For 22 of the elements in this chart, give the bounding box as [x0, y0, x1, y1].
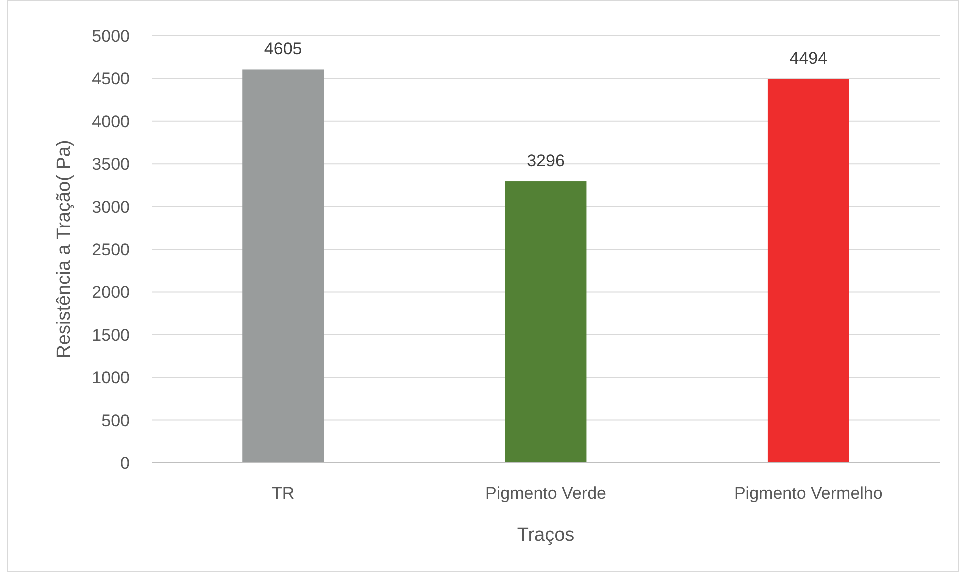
y-tick-label: 2000	[92, 283, 130, 302]
x-tick-label: Pigmento Verde	[486, 484, 606, 503]
y-tick-label: 2500	[92, 240, 130, 260]
y-tick-label: 4000	[92, 112, 130, 132]
x-axis-title: Traços	[517, 525, 575, 546]
y-tick-label: 4500	[92, 70, 130, 89]
data-label: 4605	[264, 40, 302, 59]
data-label: 4494	[790, 49, 828, 68]
bar	[505, 182, 587, 463]
y-tick-label: 5000	[92, 26, 130, 46]
x-tick-label: TR	[272, 484, 295, 503]
y-tick-label: 500	[102, 411, 130, 430]
x-tick-label: Pigmento Vermelho	[734, 484, 883, 503]
y-tick-label: 0	[120, 454, 130, 473]
y-tick-label: 3500	[92, 155, 130, 174]
y-tick-label: 1000	[92, 368, 130, 388]
bar	[768, 79, 850, 463]
y-tick-label: 3000	[92, 198, 130, 217]
y-tick-label: 1500	[92, 326, 130, 345]
bar	[242, 70, 324, 463]
data-label: 3296	[527, 152, 565, 171]
y-axis-title: Resistência a Tração( Pa)	[54, 140, 75, 359]
